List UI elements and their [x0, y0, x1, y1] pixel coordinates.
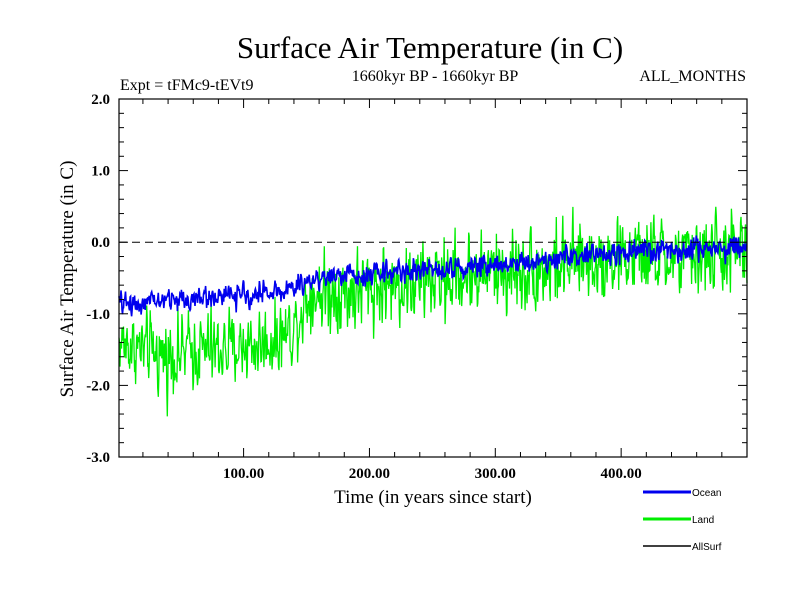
x-tick-label: 200.00 — [349, 466, 390, 482]
tick-labels: 2.0 1.0 0.0 -1.0 -2.0 -3.0 100.00 200.00… — [86, 92, 641, 482]
series-line-land — [118, 206, 748, 417]
legend-label-allsurf: AllSurf — [692, 542, 722, 553]
x-tick-label: 100.00 — [223, 466, 264, 482]
y-tick-label: 0.0 — [91, 235, 110, 251]
x-axis-label: Time (in years since start) — [334, 487, 532, 508]
plot-frame — [118, 98, 748, 458]
legend-label-land: Land — [692, 515, 714, 526]
series-line-ocean — [118, 235, 748, 317]
months-label: ALL_MONTHS — [639, 68, 746, 85]
y-axis-label: Surface Air Temperature (in C) — [57, 161, 78, 398]
time-range-label: 1660kyr BP - 1660kyr BP — [352, 68, 519, 85]
y-tick-label: -2.0 — [86, 378, 110, 394]
y-tick-label: 1.0 — [91, 164, 110, 180]
x-tick-label: 400.00 — [600, 466, 641, 482]
x-tick-label: 300.00 — [475, 466, 516, 482]
experiment-label: Expt = tFMc9-tEVt9 — [120, 77, 253, 94]
series-layer — [118, 206, 748, 417]
legend-label-ocean: Ocean — [692, 488, 721, 499]
y-tick-label: -1.0 — [86, 307, 110, 323]
chart-title: Surface Air Temperature (in C) — [237, 30, 623, 65]
legend: Ocean Land AllSurf — [643, 488, 722, 553]
y-tick-label: 2.0 — [91, 92, 110, 108]
plot-area — [118, 98, 748, 458]
y-tick-label: -3.0 — [86, 450, 110, 466]
